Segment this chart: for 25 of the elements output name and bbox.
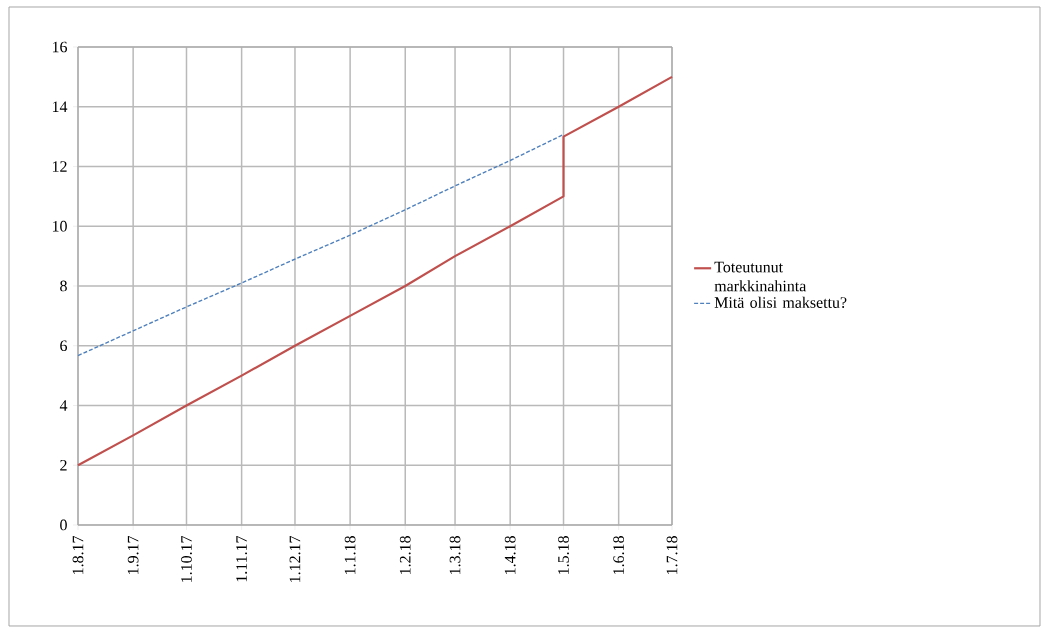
legend-label: Toteutunut markkinahinta — [714, 261, 807, 292]
x-tick-label: 1.8.17 — [72, 535, 84, 574]
y-tick-label: 12 — [52, 161, 67, 172]
y-tick-label: 0 — [60, 519, 67, 531]
x-tick-label: 1.5.18 — [558, 536, 569, 574]
x-tick-label: 1.10.17 — [181, 535, 192, 582]
y-tick-label: 2 — [60, 459, 67, 471]
y-tick-label: 4 — [59, 400, 68, 411]
x-tick-label: 1.4.18 — [504, 536, 516, 574]
x-tick-label: 1.1.18 — [344, 536, 356, 574]
x-tick-label: 1.6.18 — [613, 536, 625, 574]
x-tick-label: 1.12.17 — [289, 535, 301, 582]
x-tick-label: 1.3.18 — [449, 536, 461, 574]
x-tick-label: 1.2.18 — [399, 536, 411, 574]
y-tick-label: 14 — [52, 101, 68, 112]
line-series — [77, 133, 565, 357]
y-tick-label: 6 — [60, 340, 68, 352]
x-tick-label: 1.11.17 — [236, 535, 247, 582]
x-tick-label: 1.7.18 — [666, 536, 678, 574]
y-tick-label: 8 — [60, 280, 67, 292]
y-tick-label: 16 — [52, 41, 68, 53]
x-tick-label: 1.9.17 — [127, 535, 139, 574]
y-tick-label: 10 — [52, 220, 67, 232]
legend-label: Mitä olisi maksettu? — [714, 296, 847, 308]
line-series — [76, 75, 674, 467]
